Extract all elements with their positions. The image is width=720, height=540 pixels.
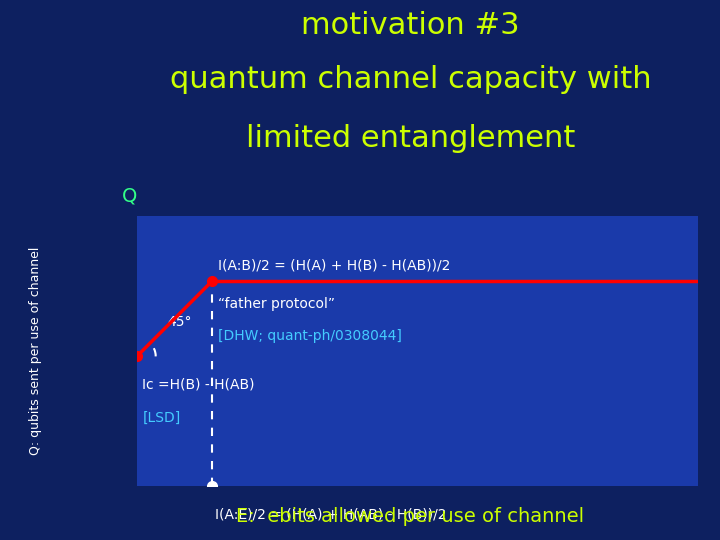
- Text: I(A:B)/2 = (H(A) + H(B) - H(AB))/2: I(A:B)/2 = (H(A) + H(B) - H(AB))/2: [218, 259, 451, 273]
- Text: Q: Q: [122, 186, 138, 205]
- Text: I(A:E)/2 = (H(A) + H(AB) - H(B))/2: I(A:E)/2 = (H(A) + H(AB) - H(B))/2: [215, 508, 446, 522]
- Text: 45°: 45°: [168, 315, 192, 329]
- Text: limited entanglement: limited entanglement: [246, 124, 575, 153]
- Text: “father protocol”: “father protocol”: [218, 297, 335, 311]
- Text: quantum channel capacity with: quantum channel capacity with: [170, 65, 651, 94]
- Text: motivation #3: motivation #3: [301, 11, 520, 40]
- Text: [LSD]: [LSD]: [143, 410, 181, 424]
- Text: Iᴄ =H(B) - H(AB): Iᴄ =H(B) - H(AB): [143, 378, 255, 392]
- Text: Q: qubits sent per use of channel: Q: qubits sent per use of channel: [30, 247, 42, 455]
- Text: [DHW; quant-ph/0308044]: [DHW; quant-ph/0308044]: [218, 329, 402, 343]
- Text: E:  ebits allowed per use of channel: E: ebits allowed per use of channel: [236, 508, 585, 526]
